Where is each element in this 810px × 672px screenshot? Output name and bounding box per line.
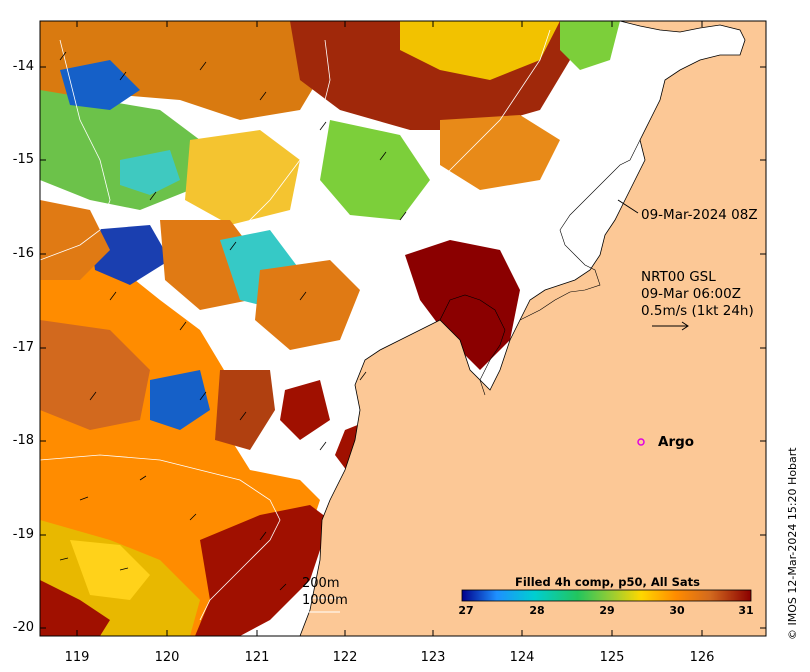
- current-time-label: 09-Mar 06:00Z: [641, 286, 741, 302]
- timestamp-label: 09-Mar-2024 08Z: [641, 207, 758, 223]
- sst-southeast-red: [195, 505, 330, 636]
- x-tick-label: 123: [420, 650, 446, 665]
- sst-central-orange: [255, 260, 360, 350]
- y-tick-label: -19: [12, 527, 34, 542]
- sst-north-blue-2: [90, 225, 170, 285]
- y-tick-label: -17: [12, 340, 34, 355]
- sst-north-yellow: [185, 130, 300, 225]
- plot-frame: [39, 20, 767, 637]
- sst-central-red-2: [280, 380, 330, 440]
- sst-north-orange-2: [440, 115, 560, 190]
- isobath-lines: [40, 29, 551, 621]
- sst-south-yellow-2: [70, 540, 150, 600]
- colorbar-title: Filled 4h comp, p50, All Sats: [515, 575, 700, 589]
- isobath-1000m-label: 1000m: [302, 593, 348, 608]
- x-tick-label: 119: [64, 650, 90, 665]
- isobath-1000m-line: [40, 39, 111, 261]
- x-tick-label: 126: [689, 650, 715, 665]
- y-tick-label: -16: [12, 246, 34, 261]
- sst-northwest-orange: [40, 200, 110, 280]
- x-tick-label: 120: [154, 650, 180, 665]
- timestamp-pointer: [617, 199, 639, 214]
- kimberley-inlet: [439, 294, 506, 396]
- current-scale-label: 0.5m/s (1kt 24h): [641, 303, 754, 319]
- credit-text: © IMOS 12-Mar-2024 15:20 Hobart: [786, 447, 799, 640]
- kimberley-coast-detail: [519, 139, 641, 321]
- isobath-offshore-2: [439, 29, 551, 181]
- argo-label: Argo: [658, 434, 695, 450]
- current-source-label: NRT00 GSL: [641, 269, 716, 285]
- colorbar-tick-label: 28: [529, 604, 545, 617]
- x-tick-label: 121: [244, 650, 270, 665]
- sst-north-green-2: [320, 120, 430, 220]
- y-tick-label: -20: [12, 620, 34, 635]
- australia-landmass: [299, 21, 766, 636]
- colorbar-tick-label: 31: [738, 604, 754, 617]
- x-tick-label: 125: [599, 650, 625, 665]
- sst-central-blue: [150, 370, 210, 430]
- isobath-offshore-1: [239, 39, 331, 231]
- colorbar-box: [461, 589, 752, 602]
- axis-ticks: [40, 21, 766, 636]
- y-tick-label: -18: [12, 433, 34, 448]
- colorbar-tick-label: 27: [458, 604, 474, 617]
- sst-southwest-red: [40, 580, 110, 636]
- sst-central-red-1: [215, 370, 275, 450]
- scale-arrow: [652, 321, 689, 331]
- sst-cyan-patch: [120, 150, 180, 195]
- current-vectors: [59, 51, 407, 591]
- sst-kimberley-red: [405, 240, 520, 370]
- y-tick-label: -14: [12, 59, 34, 74]
- x-tick-label: 122: [332, 650, 358, 665]
- sst-west-dark: [40, 320, 150, 430]
- isobath-200m-line: [40, 454, 281, 621]
- colorbar-tick-label: 30: [669, 604, 685, 617]
- x-tick-label: 124: [509, 650, 535, 665]
- isobath-200m-label: 200m: [302, 576, 340, 591]
- colorbar-tick-label: 29: [599, 604, 615, 617]
- sst-north-blue-1: [60, 60, 140, 110]
- argo-marker: [637, 438, 645, 446]
- sst-north-yellow-2: [400, 21, 560, 80]
- y-tick-label: -15: [12, 152, 34, 167]
- sst-green-east: [560, 21, 620, 70]
